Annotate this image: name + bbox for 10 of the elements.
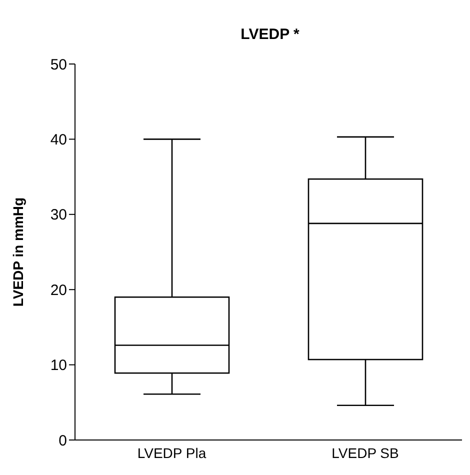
y-tick-label: 40	[50, 132, 67, 149]
x-tick-label: LVEDP Pla	[137, 444, 206, 461]
x-tick-label: LVEDP SB	[332, 444, 399, 461]
y-tick-label: 30	[50, 206, 67, 224]
y-tick-label: 0	[58, 432, 67, 450]
y-tick-label: 10	[50, 357, 67, 374]
y-tick-label: 50	[50, 56, 67, 74]
y-tick-label: 20	[50, 282, 67, 299]
y-axis-title: LVEDP in mmHg	[10, 197, 26, 307]
chart-title: LVEDP *	[240, 25, 300, 45]
